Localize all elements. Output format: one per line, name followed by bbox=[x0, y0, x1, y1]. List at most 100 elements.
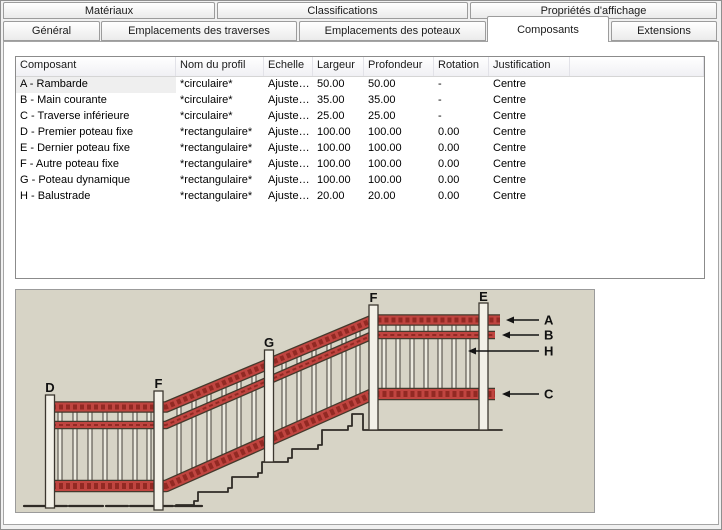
column-header-filler bbox=[570, 57, 704, 76]
arrow-labels-group: A B H C bbox=[544, 313, 554, 402]
cell: 100.00 bbox=[368, 142, 402, 154]
arrow-label-a: A bbox=[544, 313, 554, 328]
cell: Centre bbox=[493, 126, 527, 138]
post-label-g: G bbox=[264, 335, 274, 350]
cell-filler bbox=[570, 93, 704, 109]
cell: Centre bbox=[493, 158, 527, 170]
tab-classifications[interactable]: Classifications bbox=[217, 2, 468, 19]
column-header[interactable]: Composant bbox=[16, 57, 176, 76]
posts-group bbox=[44, 302, 489, 511]
callout-arrows-group bbox=[472, 319, 539, 395]
cell: 100.00 bbox=[317, 126, 351, 138]
post-f-lower bbox=[153, 390, 164, 511]
callout-arrowheads-group bbox=[468, 316, 514, 398]
cell-filler bbox=[570, 141, 704, 157]
cell: Centre bbox=[493, 94, 527, 106]
column-header[interactable]: Rotation bbox=[434, 57, 489, 76]
cell: Ajuste… bbox=[268, 110, 310, 122]
table-row[interactable]: H - Balustrade *rectangulaire* Ajuste… 20.0… bbox=[16, 189, 704, 205]
cell: - bbox=[438, 78, 442, 90]
cell: *rectangulaire* bbox=[180, 142, 253, 154]
composants-tab-panel: Composant Nom du profil Echelle Largeur Prof… bbox=[3, 41, 719, 525]
cell: A - Rambarde bbox=[16, 77, 176, 93]
table-row[interactable]: G - Poteau dynamique *rectangulaire* Ajust… bbox=[16, 173, 704, 189]
cell: *circulaire* bbox=[180, 110, 233, 122]
cell-filler bbox=[570, 125, 704, 141]
cell: Centre bbox=[493, 142, 527, 154]
cell: 25.00 bbox=[368, 110, 396, 122]
cell: Ajuste… bbox=[268, 94, 310, 106]
column-header[interactable]: Nom du profil bbox=[176, 57, 264, 76]
cell: Ajuste… bbox=[268, 174, 310, 186]
table-row[interactable]: B - Main courante *circulaire* Ajuste… 35.0… bbox=[16, 93, 704, 109]
cell: Centre bbox=[493, 190, 527, 202]
post-f-upper bbox=[368, 304, 379, 431]
cell: 0.00 bbox=[438, 190, 460, 202]
cell: D - Premier poteau fixe bbox=[20, 126, 134, 138]
cell: C - Traverse inférieure bbox=[20, 110, 130, 122]
post-label-d: D bbox=[45, 380, 54, 395]
tab-label: Composants bbox=[517, 23, 579, 36]
cell: 35.00 bbox=[317, 94, 345, 106]
components-table-header: Composant Nom du profil Echelle Largeur Prof… bbox=[16, 57, 704, 77]
tab-general[interactable]: Général bbox=[3, 21, 100, 41]
arrowhead-a bbox=[506, 316, 514, 324]
table-row[interactable]: D - Premier poteau fixe *rectangulaire* Aj… bbox=[16, 125, 704, 141]
tab-label: Extensions bbox=[637, 25, 691, 37]
post-g-dynamic bbox=[263, 349, 275, 463]
cell: 100.00 bbox=[317, 158, 351, 170]
cell-filler bbox=[570, 157, 704, 173]
arrow-label-c: C bbox=[544, 387, 554, 402]
arrowhead-h bbox=[468, 347, 476, 355]
table-row[interactable]: F - Autre poteau fixe *rectangulaire* Ajus… bbox=[16, 157, 704, 173]
cell: - bbox=[438, 94, 442, 106]
cell: Centre bbox=[493, 110, 527, 122]
cell: 0.00 bbox=[438, 174, 460, 186]
post-labels-group: D F G F E bbox=[45, 289, 488, 395]
tab-label: Emplacements des poteaux bbox=[324, 25, 461, 37]
arrow-label-h: H bbox=[544, 344, 553, 359]
cell: - bbox=[438, 110, 442, 122]
column-header[interactable]: Echelle bbox=[264, 57, 313, 76]
cell: 0.00 bbox=[438, 126, 460, 138]
table-row[interactable]: E - Dernier poteau fixe *rectangulaire* Aj… bbox=[16, 141, 704, 157]
column-header[interactable]: Largeur bbox=[313, 57, 364, 76]
cell: Centre bbox=[493, 78, 527, 90]
tab-emplacements-poteaux[interactable]: Emplacements des poteaux bbox=[299, 21, 486, 41]
post-e bbox=[478, 302, 489, 431]
tab-label: Général bbox=[31, 25, 72, 37]
cell: Ajuste… bbox=[268, 158, 310, 170]
cell: *rectangulaire* bbox=[180, 126, 253, 138]
cell: 35.00 bbox=[368, 94, 396, 106]
tab-label: Classifications bbox=[307, 4, 378, 17]
railing-figure-panel: D F G F E bbox=[15, 289, 595, 513]
cell: 0.00 bbox=[438, 142, 460, 154]
tab-composants-active[interactable]: Composants bbox=[487, 16, 609, 42]
column-header[interactable]: Justification bbox=[489, 57, 570, 76]
tab-label: Matériaux bbox=[84, 4, 134, 17]
cell: 100.00 bbox=[368, 158, 402, 170]
cell: 0.00 bbox=[438, 158, 460, 170]
tab-label: Propriétés d'affichage bbox=[540, 4, 647, 17]
cell: *rectangulaire* bbox=[180, 174, 253, 186]
cell-filler bbox=[570, 173, 704, 189]
table-row[interactable]: C - Traverse inférieure *circulaire* Ajust… bbox=[16, 109, 704, 125]
tab-label: Emplacements des traverses bbox=[128, 25, 270, 37]
cell: Ajuste… bbox=[268, 126, 310, 138]
tab-emplacements-traverses[interactable]: Emplacements des traverses bbox=[101, 21, 297, 41]
post-label-f-upper: F bbox=[370, 290, 378, 305]
post-d bbox=[44, 394, 56, 509]
column-header[interactable]: Profondeur bbox=[364, 57, 434, 76]
cell-filler bbox=[570, 77, 704, 93]
cell: *circulaire* bbox=[180, 78, 233, 90]
cell: 25.00 bbox=[317, 110, 345, 122]
arrowhead-b bbox=[502, 331, 510, 339]
table-row[interactable]: A - Rambarde *circulaire* Ajuste… 50.00 50.0… bbox=[16, 77, 704, 93]
components-table: Composant Nom du profil Echelle Largeur Prof… bbox=[15, 56, 705, 279]
cell: 50.00 bbox=[368, 78, 396, 90]
cell: G - Poteau dynamique bbox=[20, 174, 131, 186]
cell: 20.00 bbox=[368, 190, 396, 202]
tab-extensions[interactable]: Extensions bbox=[611, 21, 717, 41]
tab-materiaux[interactable]: Matériaux bbox=[3, 2, 215, 19]
